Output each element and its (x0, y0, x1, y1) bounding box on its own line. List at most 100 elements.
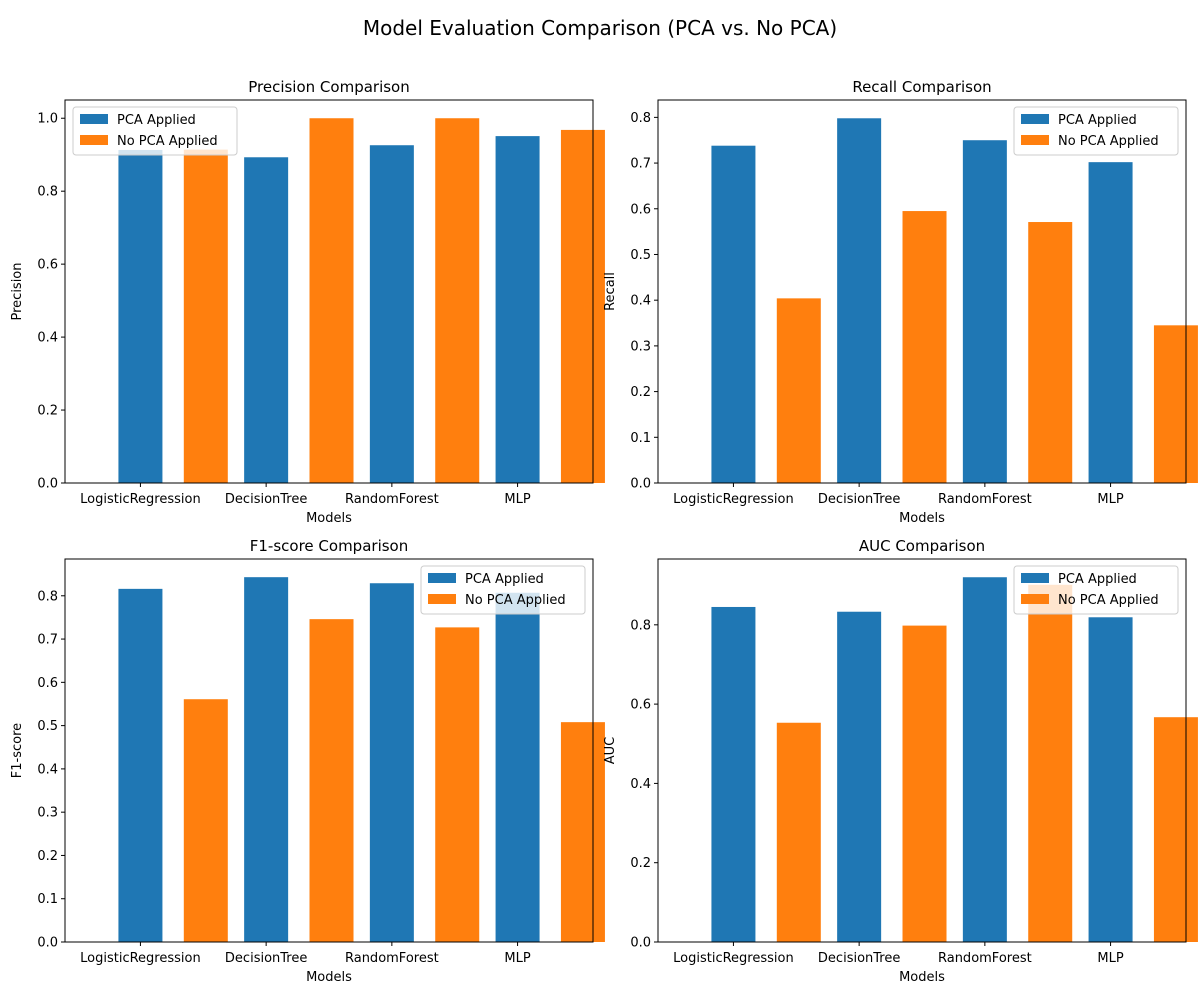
y-tick-label: 0.7 (630, 157, 651, 172)
bar-no-pca-2 (1028, 584, 1073, 942)
bar-no-pca-1 (902, 625, 947, 942)
legend-label-no-pca: No PCA Applied (117, 134, 218, 149)
x-tick-label: DecisionTree (225, 951, 307, 966)
legend-swatch-no-pca (1021, 135, 1049, 145)
figure-title: Model Evaluation Comparison (PCA vs. No … (362, 16, 838, 40)
bar-pca-1 (837, 118, 882, 483)
y-tick-label: 0.0 (37, 477, 58, 492)
y-tick-label: 0.2 (630, 385, 651, 400)
y-axis-label: Recall (603, 272, 618, 311)
bar-no-pca-2 (1028, 222, 1073, 483)
legend-label-pca: PCA Applied (1058, 572, 1137, 587)
chart-title: F1-score Comparison (250, 537, 408, 555)
chart-panel-2: 0.0 0.1 0.2 0.3 0.4 0.5 0.6 0.7 0.8 LogisticRegre… (10, 537, 605, 985)
y-tick-label: 0.7 (37, 633, 58, 648)
y-tick-label: 0.1 (630, 431, 651, 446)
x-tick-label: DecisionTree (818, 951, 900, 966)
x-tick-label: MLP (1097, 951, 1123, 966)
y-tick-label: 0.6 (630, 202, 651, 217)
bar-pca-2 (369, 145, 414, 484)
legend-box (72, 106, 238, 156)
chart-panel-1: 0.0 0.1 0.2 0.3 0.4 0.5 0.6 0.7 0.8 LogisticRegre… (603, 78, 1198, 526)
bar-no-pca-3 (560, 129, 605, 483)
x-tick-label: MLP (1097, 492, 1123, 507)
x-tick-label: RandomForest (345, 492, 439, 507)
axes-frame (64, 558, 594, 943)
bar-pca-2 (962, 140, 1007, 483)
legend-swatch-no-pca (80, 135, 108, 145)
y-tick-label: 0.3 (37, 806, 58, 821)
x-tick-label: LogisticRegression (673, 492, 794, 507)
legend: PCA Applied No PCA Applied (420, 565, 586, 615)
bar-pca-1 (244, 157, 289, 483)
bar-pca-3 (495, 592, 540, 942)
x-axis-label: Models (899, 970, 945, 985)
y-tick-label: 0.4 (630, 777, 651, 792)
x-axis-label: Models (306, 511, 352, 526)
legend-label-pca: PCA Applied (465, 572, 544, 587)
bar-no-pca-1 (902, 211, 947, 483)
bar-pca-1 (244, 577, 289, 942)
y-axis-label: Precision (10, 262, 25, 320)
y-tick-label: 0.4 (37, 331, 58, 346)
chart-title: Precision Comparison (248, 78, 410, 96)
y-tick-label: 0.8 (37, 185, 58, 200)
bar-pca-3 (1088, 617, 1133, 942)
y-tick-label: 0.0 (630, 477, 651, 492)
chart-title: Recall Comparison (852, 78, 991, 96)
x-tick-label: RandomForest (938, 492, 1032, 507)
bar-pca-0 (711, 606, 756, 942)
legend-label-pca: PCA Applied (1058, 113, 1137, 128)
legend-swatch-pca (428, 573, 456, 583)
y-tick-label: 0.8 (37, 589, 58, 604)
bar-pca-0 (118, 149, 163, 483)
legend-swatch-no-pca (428, 594, 456, 604)
x-axis-label: Models (899, 511, 945, 526)
legend-box (1013, 106, 1179, 156)
bar-no-pca-1 (309, 118, 354, 484)
x-tick-label: DecisionTree (818, 492, 900, 507)
y-tick-label: 0.4 (630, 294, 651, 309)
x-tick-label: MLP (504, 492, 530, 507)
axes-frame (64, 99, 594, 484)
legend: PCA Applied No PCA Applied (1013, 565, 1179, 615)
x-axis-label: Models (306, 970, 352, 985)
legend-swatch-no-pca (1021, 594, 1049, 604)
y-tick-label: 0.0 (630, 936, 651, 951)
axes-frame (657, 99, 1187, 484)
bar-no-pca-0 (776, 298, 821, 483)
x-tick-label: MLP (504, 951, 530, 966)
bar-no-pca-0 (776, 722, 821, 942)
x-tick-label: RandomForest (345, 951, 439, 966)
legend-swatch-pca (80, 114, 108, 124)
y-tick-label: 0.1 (37, 892, 58, 907)
legend-swatch-pca (1021, 573, 1049, 583)
bar-no-pca-3 (560, 722, 605, 942)
bar-pca-1 (837, 611, 882, 942)
bar-no-pca-1 (309, 619, 354, 942)
legend-label-no-pca: No PCA Applied (465, 593, 566, 608)
y-tick-label: 0.2 (37, 404, 58, 419)
x-tick-label: LogisticRegression (80, 951, 201, 966)
y-axis-label: F1-score (10, 723, 25, 778)
legend: PCA Applied No PCA Applied (1013, 106, 1179, 156)
chart-panel-0: 0.0 0.2 0.4 0.6 0.8 1.0 LogisticRegression Deci… (10, 78, 605, 526)
y-tick-label: 0.5 (37, 719, 58, 734)
legend-box (420, 565, 586, 615)
y-tick-label: 1.0 (37, 112, 58, 127)
legend-label-no-pca: No PCA Applied (1058, 593, 1159, 608)
y-tick-label: 0.4 (37, 762, 58, 777)
bar-pca-0 (711, 145, 756, 483)
bar-pca-2 (962, 577, 1007, 942)
x-tick-label: RandomForest (938, 951, 1032, 966)
bar-pca-0 (118, 588, 163, 942)
bar-no-pca-3 (1153, 325, 1198, 483)
chart-panel-3: 0.0 0.2 0.4 0.6 0.8 LogisticRegression Decisio… (603, 537, 1198, 985)
bar-no-pca-2 (435, 627, 480, 942)
y-tick-label: 0.8 (630, 111, 651, 126)
bar-no-pca-3 (1153, 717, 1198, 942)
axes-frame (657, 558, 1187, 943)
bar-pca-2 (369, 583, 414, 942)
legend-label-no-pca: No PCA Applied (1058, 134, 1159, 149)
